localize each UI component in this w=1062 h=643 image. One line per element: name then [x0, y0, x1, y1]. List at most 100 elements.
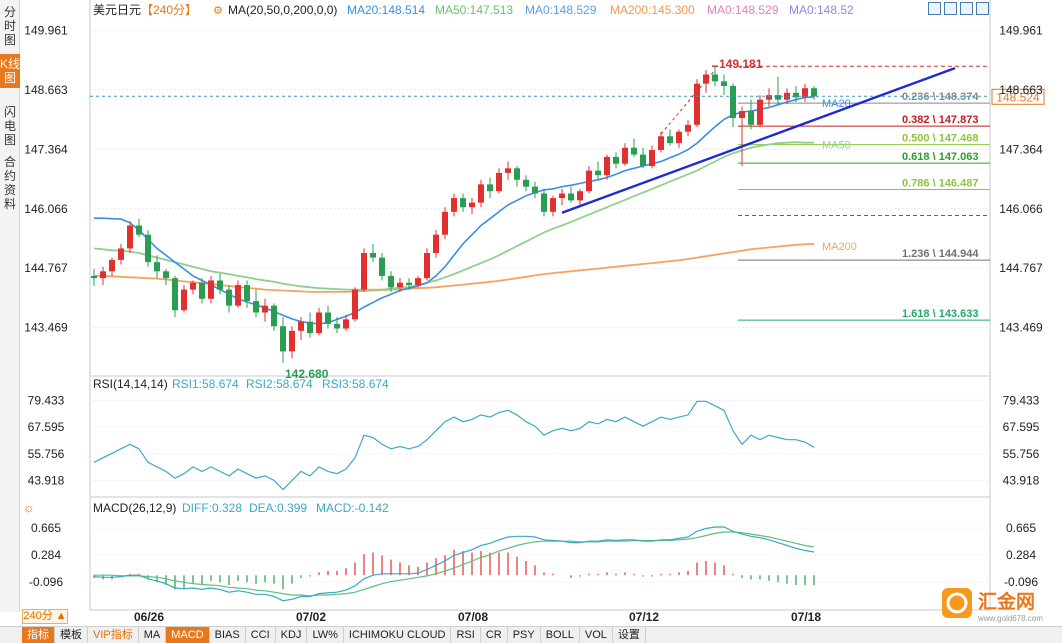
candle-body[interactable]: [757, 99, 763, 125]
candle-body[interactable]: [145, 234, 151, 263]
candle-body[interactable]: [109, 259, 115, 272]
indicator-tab[interactable]: MACD: [166, 627, 210, 643]
drawing-overlays[interactable]: 148.524 149.181 142.680: [90, 57, 1045, 381]
candle-body[interactable]: [460, 198, 466, 208]
candle-body[interactable]: [514, 168, 520, 180]
macd-panel[interactable]: [90, 526, 990, 602]
indicator-tab[interactable]: VIP指标: [88, 627, 139, 643]
fibonacci-retracement[interactable]: 0.236 \ 148.374 0.382 \ 147.873 0.500 \ 14…: [738, 65, 990, 321]
candle-body[interactable]: [217, 280, 223, 290]
candle-body[interactable]: [595, 170, 601, 176]
candle-body[interactable]: [649, 150, 655, 167]
candle-body[interactable]: [253, 301, 259, 313]
candle-body[interactable]: [550, 198, 556, 212]
candle-body[interactable]: [424, 253, 430, 279]
indicator-tab[interactable]: BIAS: [210, 627, 246, 643]
candle-body[interactable]: [658, 136, 664, 151]
candle-body[interactable]: [640, 154, 646, 167]
candle-body[interactable]: [136, 225, 142, 235]
candle-body[interactable]: [406, 282, 412, 286]
candle-body[interactable]: [793, 92, 799, 98]
indicator-tab[interactable]: MA: [139, 627, 167, 643]
period-selector[interactable]: 240分 ▲: [22, 609, 68, 624]
candle-body[interactable]: [343, 319, 349, 329]
candle-body[interactable]: [559, 193, 565, 199]
side-tab-timeshare[interactable]: 分时图: [3, 5, 16, 47]
candle-body[interactable]: [208, 280, 214, 299]
candle-body[interactable]: [667, 136, 673, 144]
candle-body[interactable]: [127, 225, 133, 249]
candle-body[interactable]: [379, 257, 385, 276]
indicator-tab[interactable]: ICHIMOKU CLOUD: [344, 627, 452, 643]
candle-body[interactable]: [469, 202, 475, 208]
candle-body[interactable]: [361, 253, 367, 290]
candle-body[interactable]: [298, 321, 304, 331]
candle-body[interactable]: [280, 326, 286, 352]
fib-anchor-line[interactable]: [660, 69, 716, 135]
candle-body[interactable]: [370, 253, 376, 258]
candle-body[interactable]: [604, 156, 610, 176]
candle-body[interactable]: [703, 74, 709, 84]
candle-body[interactable]: [262, 305, 268, 313]
candle-body[interactable]: [352, 289, 358, 320]
indicator-tab[interactable]: CR: [481, 627, 508, 643]
candle-body[interactable]: [730, 85, 736, 118]
candle-body[interactable]: [568, 193, 574, 201]
fullscreen-icon[interactable]: [928, 2, 941, 15]
candle-body[interactable]: [541, 193, 547, 212]
candle-body[interactable]: [451, 198, 457, 212]
zoom-icon[interactable]: [944, 2, 957, 15]
candle-body[interactable]: [442, 211, 448, 235]
candle-body[interactable]: [235, 285, 241, 306]
indicator-tab[interactable]: PSY: [508, 627, 541, 643]
side-tab-kline[interactable]: K线图: [0, 54, 20, 88]
rsi-panel[interactable]: [90, 399, 990, 491]
candle-body[interactable]: [622, 147, 628, 164]
grid-icon[interactable]: [976, 2, 989, 15]
candle-body[interactable]: [676, 131, 682, 144]
candle-body[interactable]: [487, 184, 493, 192]
candle-body[interactable]: [289, 330, 295, 352]
candle-body[interactable]: [172, 278, 178, 311]
candle-body[interactable]: [190, 282, 196, 290]
candle-body[interactable]: [613, 156, 619, 164]
candle-body[interactable]: [739, 111, 745, 118]
indicator-tab[interactable]: VOL: [580, 627, 613, 643]
candle-body[interactable]: [271, 305, 277, 327]
candle-body[interactable]: [748, 111, 754, 125]
candle-body[interactable]: [181, 289, 187, 311]
indicator-tab[interactable]: 设置: [613, 627, 646, 643]
candle-body[interactable]: [154, 262, 160, 272]
candle-body[interactable]: [388, 275, 394, 288]
candle-body[interactable]: [316, 312, 322, 334]
indicator-tab[interactable]: 模板: [55, 627, 88, 643]
candle-body[interactable]: [415, 278, 421, 286]
candle-body[interactable]: [811, 88, 817, 97]
candle-body[interactable]: [577, 191, 583, 201]
candle-body[interactable]: [91, 275, 97, 279]
candle-body[interactable]: [199, 282, 205, 299]
candle-body[interactable]: [433, 234, 439, 253]
candle-body[interactable]: [505, 168, 511, 173]
settings-gear-icon[interactable]: ⚙: [213, 5, 223, 17]
candle-body[interactable]: [334, 323, 340, 329]
candle-body[interactable]: [163, 271, 169, 279]
candle-body[interactable]: [766, 95, 772, 100]
candle-body[interactable]: [397, 282, 403, 288]
candle-body[interactable]: [586, 170, 592, 192]
trendline[interactable]: [561, 66, 956, 214]
candle-body[interactable]: [523, 179, 529, 187]
candle-body[interactable]: [226, 289, 232, 306]
candle-body[interactable]: [685, 124, 691, 132]
indicator-tab[interactable]: BOLL: [541, 627, 580, 643]
indicator-tab[interactable]: KDJ: [276, 627, 308, 643]
candle-body[interactable]: [694, 83, 700, 125]
sun-icon[interactable]: ☼: [23, 500, 35, 515]
side-tab-contract-info[interactable]: 合约资料: [3, 155, 16, 211]
indicator-tab[interactable]: CCI: [246, 627, 276, 643]
candle-body[interactable]: [721, 81, 727, 86]
candle-body[interactable]: [802, 88, 808, 98]
indicator-tab[interactable]: 指标: [22, 627, 55, 643]
candle-body[interactable]: [325, 312, 331, 324]
